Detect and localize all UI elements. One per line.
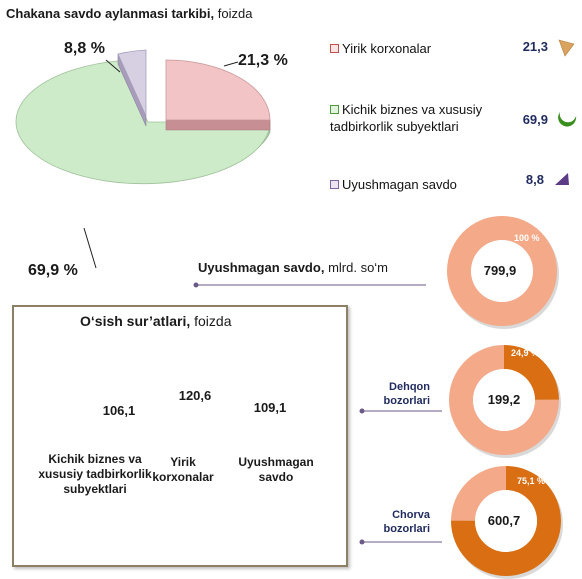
pie-side-yirik-wall [165, 119, 271, 131]
dehqon-label: Dehqon bozorlari [383, 381, 430, 407]
legend-swatch-kichik [330, 105, 339, 114]
donut-unorganized-ring [447, 216, 557, 326]
unorganized-title-main: Uyushmagan savdo, [198, 260, 325, 275]
pie-label-uyushmagan: 8,8 % [64, 40, 105, 57]
chorva-label: Chorva bozorlari [383, 509, 430, 535]
legend-value-kichik: 69,9 [522, 112, 548, 127]
pie-slice-uyushmagan [117, 49, 147, 117]
cylinder-value-uyushmagan: 109,1 [253, 399, 287, 415]
donut-dehqon-value: 199,2 [487, 392, 521, 407]
crescent-icon [558, 112, 577, 127]
donut-unorganized-value: 799,9 [483, 263, 517, 278]
legend-label-yirik: Yirik korxonalar [342, 41, 432, 56]
chart-title-main: Chakana savdo aylanmasi tarkibi, [6, 6, 215, 21]
legend-item-yirik: Yirik korxonalar [330, 40, 431, 57]
chart-title: Chakana savdo aylanmasi tarkibi, foizda [6, 6, 252, 21]
pie-slice-yirik [165, 59, 271, 121]
connector-dot-unorganized [193, 282, 199, 288]
pie-pointer-yirik [223, 61, 239, 67]
cylinder-label-yirik: Yirik korxonalar [152, 455, 214, 484]
donut-chorva-pct: 75,1 % [517, 476, 546, 486]
cylinder-label-uyushmagan: Uyushmagan savdo [238, 455, 314, 484]
donut-chorva-hole [475, 490, 537, 552]
chart-title-sub: foizda [217, 6, 253, 21]
donut-dehqon [448, 345, 561, 458]
donut-unorganized-pct: 100 % [514, 233, 540, 243]
legend-swatch-uyushmagan [330, 180, 339, 189]
donut-dehqon-rest-segment [448, 345, 559, 455]
triangle-icon [555, 173, 569, 185]
unorganized-title-sub: mlrd. so‘m [328, 260, 389, 275]
growth-title-main: O‘sish sur’atlari, [80, 313, 191, 329]
donut-dehqon-pct: 24,9 % [511, 348, 540, 358]
donut-dehqon-hole [473, 369, 535, 431]
growth-title-sub: foizda [194, 313, 232, 329]
cylinder-value-kichik: 106,1 [102, 402, 136, 418]
cylinder-label-kichik: Kichik biznes va xususiy tadbirkorlik su… [38, 452, 152, 496]
donut-dehqon-share-segment [504, 345, 559, 400]
legend-value-uyushmagan: 8,8 [525, 172, 544, 187]
donut-chorva-share-segment [451, 466, 562, 576]
pie-slice-kichik [15, 60, 271, 185]
slice-icon [558, 39, 575, 57]
legend-item-kichik: Kichik biznes va xususiy tadbirkorlik su… [330, 101, 510, 135]
connector-dot-dehqon [359, 408, 365, 414]
legend-item-uyushmagan: Uyushmagan savdo [330, 176, 457, 193]
unorganized-title: Uyushmagan savdo, mlrd. so‘m [198, 260, 388, 275]
pie-pointer-kichik [83, 227, 97, 269]
legend-value-yirik: 21,3 [522, 39, 548, 54]
cylinder-value-yirik: 120,6 [178, 388, 212, 404]
pie-pointer-uyushmagan [105, 59, 121, 73]
donut-unorganized [447, 216, 559, 329]
donut-chorva [451, 466, 563, 579]
donut-chorva-value: 600,7 [487, 513, 521, 528]
donut-chorva-rest-segment [451, 466, 506, 521]
growth-frame [12, 305, 348, 567]
pie-label-yirik: 21,3 % [238, 52, 288, 69]
legend-label-uyushmagan: Uyushmagan savdo [342, 177, 457, 192]
donut-unorganized-hole [471, 240, 533, 302]
growth-title: O‘sish sur’atlari, foizda [80, 313, 231, 329]
pie-label-kichik: 69,9 % [28, 262, 78, 279]
connector-dot-chorva [359, 539, 365, 545]
legend-label-kichik: Kichik biznes va xususiy tadbirkorlik su… [330, 102, 483, 134]
legend-swatch-yirik [330, 44, 339, 53]
